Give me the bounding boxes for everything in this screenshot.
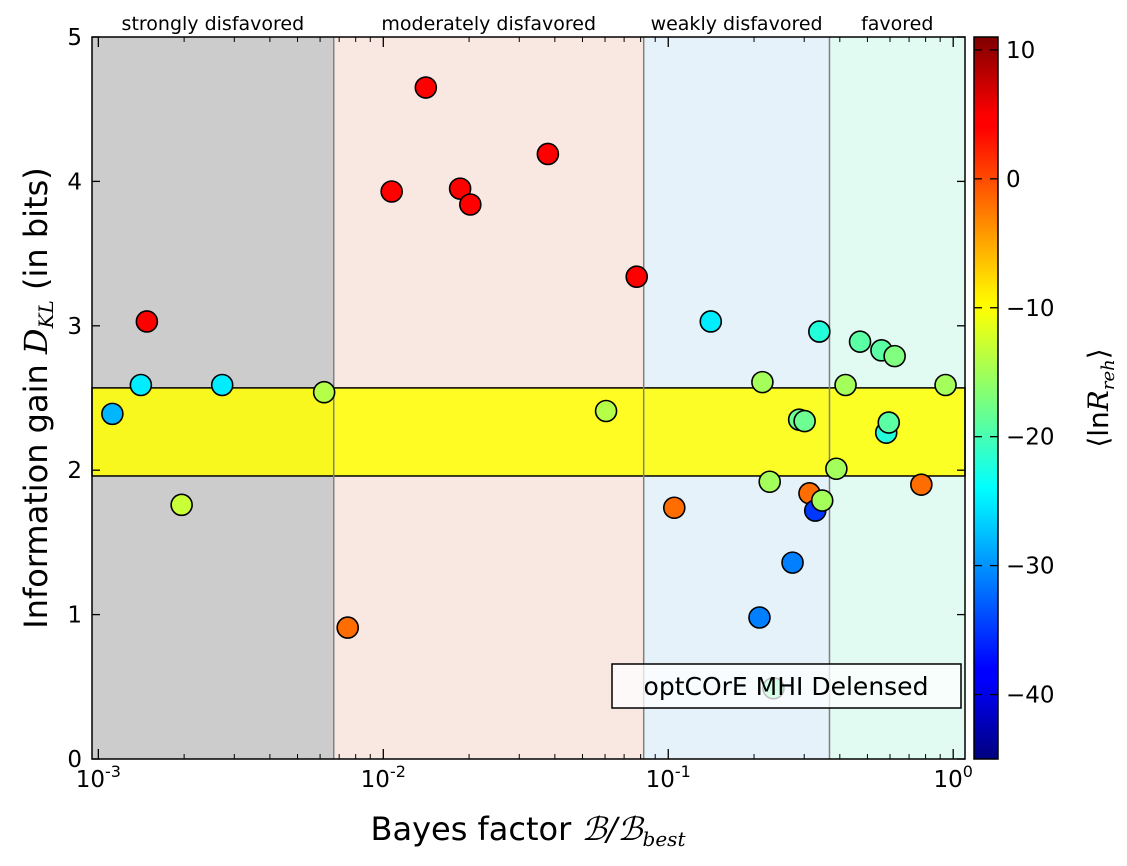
region-label: weakly disfavored xyxy=(651,13,823,35)
data-point xyxy=(536,142,560,166)
data-point xyxy=(910,473,933,496)
colorbar-gradient xyxy=(973,36,999,760)
colorbar-tick-label: −10 xyxy=(1006,296,1055,322)
x-axis-label: Bayes factor ℬ/ℬbest xyxy=(371,810,687,851)
data-point xyxy=(312,380,336,404)
data-points xyxy=(101,76,957,700)
data-point xyxy=(808,320,831,343)
data-point xyxy=(135,310,159,333)
data-point xyxy=(129,373,153,397)
region-labels: strongly disfavored moderately disfavored… xyxy=(122,13,934,35)
colorbar-ticks: 10 0 −10 −20 −30 −40 xyxy=(974,38,1055,709)
data-point xyxy=(448,177,472,200)
colorbar-tick-label: −30 xyxy=(1006,554,1055,580)
region-label: favored xyxy=(861,13,933,35)
highlight-band xyxy=(91,387,966,477)
data-point xyxy=(336,616,359,639)
data-point xyxy=(793,409,816,433)
data-point xyxy=(825,457,848,481)
data-point xyxy=(662,496,686,520)
y-tick-label: 1 xyxy=(67,603,82,629)
data-point xyxy=(848,330,872,353)
data-point xyxy=(934,373,957,397)
y-tick-label: 0 xyxy=(67,747,82,773)
y-tick-label: 5 xyxy=(67,25,82,51)
colorbar-tick-label: −40 xyxy=(1006,683,1055,709)
y-axis-ticks: 0 1 2 3 4 5 xyxy=(67,25,965,773)
y-axis-label: Information gain DKL (in bits) xyxy=(17,167,58,628)
data-point xyxy=(170,493,193,517)
data-point xyxy=(101,402,124,426)
data-point xyxy=(380,180,403,203)
data-point xyxy=(877,411,901,434)
y-tick-label: 4 xyxy=(67,169,82,195)
data-point xyxy=(699,310,723,333)
y-tick-label: 2 xyxy=(67,458,82,484)
y-tick-label: 3 xyxy=(67,314,82,340)
colorbar-label: ⟨lnRreh⟩ xyxy=(1082,348,1119,447)
region-label: moderately disfavored xyxy=(381,13,596,35)
x-axis-ticks: 10-3 10-2 10-1 100 xyxy=(76,37,973,793)
plot-frame xyxy=(91,36,966,760)
data-point xyxy=(834,373,857,397)
colorbar-tick-label: −20 xyxy=(1006,425,1055,451)
region-label: strongly disfavored xyxy=(122,13,305,35)
colorbar: 10 0 −10 −20 −30 −40 ⟨lnRreh⟩ xyxy=(973,36,1119,760)
x-tick-label: 10-1 xyxy=(646,762,691,793)
x-tick-label: 10-3 xyxy=(76,762,121,793)
data-point xyxy=(748,606,771,629)
data-point xyxy=(883,344,906,368)
data-point xyxy=(414,76,438,99)
data-point xyxy=(594,399,618,423)
data-point xyxy=(459,193,482,216)
legend-box-text: optCOrE MHI Delensed xyxy=(644,672,929,701)
data-point xyxy=(810,489,834,512)
data-point xyxy=(210,373,234,397)
colorbar-tick-label: 0 xyxy=(1006,167,1021,193)
data-point xyxy=(758,470,782,494)
data-point xyxy=(781,551,804,574)
data-point xyxy=(751,370,774,394)
x-tick-label: 100 xyxy=(933,762,972,793)
x-tick-label: 10-2 xyxy=(361,762,406,793)
legend-box: optCOrE MHI Delensed xyxy=(611,663,962,709)
data-point xyxy=(625,265,649,289)
colorbar-tick-label: 10 xyxy=(1006,38,1035,64)
